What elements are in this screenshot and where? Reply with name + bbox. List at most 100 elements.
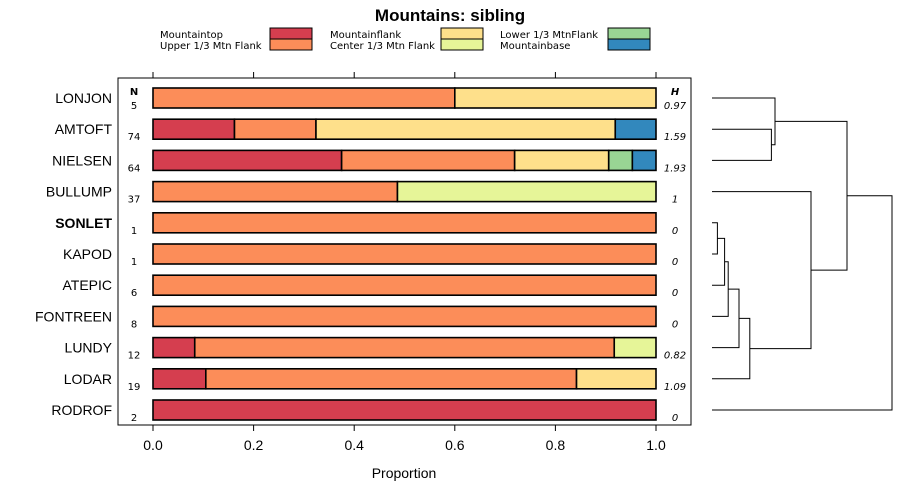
bar-segment-lonjon-upper-1-3-mtn-flank xyxy=(152,87,456,109)
bar-row-atepic: ATEPIC 6 0 xyxy=(62,274,678,299)
bar-segment-lonjon-mountainflank xyxy=(453,87,657,109)
h-value-lonjon: 0.97 xyxy=(664,101,687,112)
h-value-sonlet: 0 xyxy=(672,226,678,237)
chart-title: Mountains: sibling xyxy=(375,6,525,25)
h-value-lundy: 0.82 xyxy=(664,351,686,362)
bar-segment-amtoft-mountainbase xyxy=(614,118,657,140)
bar-segment-lundy-upper-1-3-mtn-flank xyxy=(193,336,616,359)
legend-label-mountainflank: Mountainflank xyxy=(330,30,401,41)
bar-row-amtoft: AMTOFT 74 1.59 xyxy=(55,118,686,143)
legend-label-upper-1-3-mtn-flank: Upper 1/3 Mtn Flank xyxy=(160,41,262,52)
h-value-atepic: 0 xyxy=(672,288,678,299)
bar-segment-nielsen-mountainbase xyxy=(631,149,657,172)
n-column-header: N xyxy=(130,87,138,98)
h-value-fontreen: 0 xyxy=(672,319,678,330)
bar-segment-bullump-center-1-3-mtn-flank xyxy=(396,180,657,203)
bar-row-sonlet: SONLET 1 0 xyxy=(55,212,678,237)
x-tick-label-4: 0.8 xyxy=(546,437,566,453)
bar-row-lundy: LUNDY 12 0.82 xyxy=(65,336,686,362)
bar-row-lonjon: LONJON 5 0.97 xyxy=(55,87,687,112)
dendrogram-branch-1 xyxy=(712,97,776,146)
n-value-amtoft: 74 xyxy=(128,132,141,143)
bar-segment-nielsen-mountainflank xyxy=(513,149,610,172)
h-value-lodar: 1.09 xyxy=(664,382,686,393)
row-label-amtoft: AMTOFT xyxy=(55,121,113,137)
bar-segment-lodar-mountaintop xyxy=(152,367,207,390)
row-label-fontreen: FONTREEN xyxy=(35,308,112,324)
h-value-kapod: 0 xyxy=(672,257,678,268)
bar-row-bullump: BULLUMP 37 1 xyxy=(46,180,678,206)
n-value-atepic: 6 xyxy=(131,288,137,299)
dendrogram-branch-5 xyxy=(712,288,740,349)
bar-segment-lundy-center-1-3-mtn-flank xyxy=(613,336,657,359)
h-column-header: H xyxy=(671,87,680,98)
bar-segment-bullump-upper-1-3-mtn-flank xyxy=(152,180,399,203)
row-label-lonjon: LONJON xyxy=(55,90,112,106)
bar-segment-lundy-mountaintop xyxy=(152,336,196,359)
x-tick-label-1: 0.2 xyxy=(244,437,264,453)
dendrogram-branch-3 xyxy=(712,237,726,286)
bar-segment-amtoft-mountaintop xyxy=(152,118,236,140)
row-label-atepic: ATEPIC xyxy=(62,277,112,293)
x-tick-label-5: 1.0 xyxy=(646,437,666,453)
legend-swatch-mountaintop xyxy=(269,27,313,40)
dendrogram xyxy=(712,97,893,411)
n-value-sonlet: 1 xyxy=(131,226,137,237)
bar-segment-amtoft-mountainflank xyxy=(315,118,617,140)
legend-label-mountaintop: Mountaintop xyxy=(160,30,223,41)
n-value-fontreen: 8 xyxy=(131,319,137,330)
row-label-lodar: LODAR xyxy=(64,371,112,387)
legend-label-center-1-3-mtn-flank: Center 1/3 Mtn Flank xyxy=(330,41,435,52)
n-value-kapod: 1 xyxy=(131,257,137,268)
legend-label-lower-1-3-mtnflank: Lower 1/3 MtnFlank xyxy=(500,30,598,41)
n-value-nielsen: 64 xyxy=(128,163,141,174)
h-value-amtoft: 1.59 xyxy=(664,132,686,143)
legend-swatch-upper-1-3-mtn-flank xyxy=(269,38,313,51)
bar-segment-lodar-upper-1-3-mtn-flank xyxy=(205,367,578,390)
n-value-lodar: 19 xyxy=(128,382,141,393)
row-label-nielsen: NIELSEN xyxy=(52,152,112,168)
h-value-nielsen: 1.93 xyxy=(664,163,686,174)
bar-row-kapod: KAPOD 1 0 xyxy=(63,243,678,268)
dendrogram-branch-4 xyxy=(712,261,729,317)
bar-row-nielsen: NIELSEN 64 1.93 xyxy=(52,149,686,174)
dendrogram-branch-6 xyxy=(712,317,751,380)
x-axis: 0.0 0.2 0.4 0.6 0.8 1.0 xyxy=(143,72,666,453)
n-value-lundy: 12 xyxy=(128,351,141,362)
h-value-bullump: 1 xyxy=(672,195,678,206)
n-value-lonjon: 5 xyxy=(131,101,137,112)
bar-segment-amtoft-upper-1-3-mtn-flank xyxy=(233,118,317,140)
legend-label-mountainbase: Mountainbase xyxy=(500,41,570,52)
bar-segment-lodar-mountainflank xyxy=(575,367,657,390)
row-label-kapod: KAPOD xyxy=(63,246,112,262)
row-label-lundy: LUNDY xyxy=(65,340,113,356)
legend-swatch-lower-1-3-mtnflank xyxy=(607,27,651,40)
row-label-rodrof: RODROF xyxy=(51,402,112,418)
dendrogram-branch-0 xyxy=(712,128,772,161)
h-value-rodrof: 0 xyxy=(672,413,678,424)
row-label-sonlet: SONLET xyxy=(55,215,112,231)
bar-segment-fontreen-upper-1-3-mtn-flank xyxy=(152,305,657,328)
dendrogram-branch-7 xyxy=(712,191,812,350)
x-axis-label: Proportion xyxy=(372,465,437,481)
bar-segment-nielsen-mountaintop xyxy=(152,149,343,172)
bar-segment-nielsen-upper-1-3-mtn-flank xyxy=(340,149,516,172)
row-label-bullump: BULLUMP xyxy=(46,184,112,200)
n-value-bullump: 37 xyxy=(128,195,141,206)
legend-swatch-mountainflank xyxy=(440,27,484,40)
bar-segment-rodrof-mountaintop xyxy=(152,399,657,421)
bar-segment-nielsen-lower-1-3-mtnflank xyxy=(607,149,634,172)
bars: LONJON 5 0.97 AMTOFT 74 1.59 NIELSEN 64 1.93 BULL… xyxy=(35,87,687,424)
bar-segment-atepic-upper-1-3-mtn-flank xyxy=(152,274,657,297)
legend-swatch-center-1-3-mtn-flank xyxy=(440,38,484,51)
bar-segment-kapod-upper-1-3-mtn-flank xyxy=(152,243,657,265)
plot-frame xyxy=(117,77,692,426)
bar-row-rodrof: RODROF 2 0 xyxy=(51,399,678,424)
bar-row-fontreen: FONTREEN 8 0 xyxy=(35,305,678,330)
x-tick-label-3: 0.6 xyxy=(445,437,465,453)
x-tick-label-2: 0.4 xyxy=(344,437,364,453)
dendrogram-branch-9 xyxy=(712,195,893,411)
x-tick-label-0: 0.0 xyxy=(143,437,163,453)
